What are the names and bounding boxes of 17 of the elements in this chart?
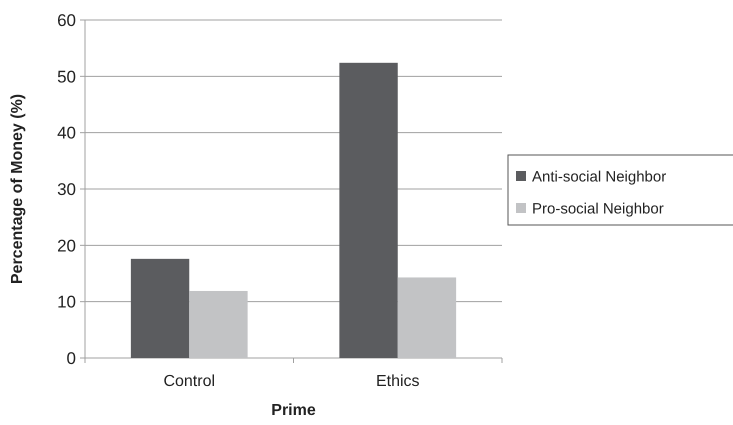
bar [189,290,248,358]
bar [130,258,190,358]
x-tick-label: Control [163,373,216,390]
bar [398,277,456,358]
y-axis-title: Percentage of Money (%) [9,94,26,284]
legend-label: Pro-social Neighbor [532,200,664,218]
legend-label: Anti-social Neighbor [532,168,666,186]
y-tick-label: 40 [57,124,76,143]
x-axis-title: Prime [271,402,316,419]
y-tick-label: 10 [57,292,76,312]
bar [339,62,398,358]
y-tick-label: 20 [57,236,76,256]
y-tick-label: 30 [57,180,76,199]
y-tick-label: 60 [57,10,76,30]
y-tick-label: 0 [66,348,76,368]
x-tick-label: Ethics [376,373,420,390]
y-tick-label: 50 [57,67,76,86]
